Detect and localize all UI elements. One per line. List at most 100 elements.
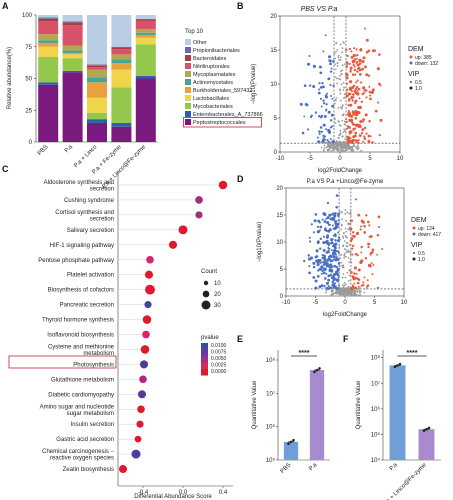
panel-d-point-ns [342,273,345,275]
panel-d-legend-down-dot [412,232,416,236]
panel-b-point-up [352,96,355,99]
panel-c-color-legend-title: pvalue [201,335,219,341]
panel-d-point-up [377,225,381,228]
panel-b-point-down [310,114,313,117]
panel-d-point-up [367,242,371,246]
panel-b-point-up [367,74,371,77]
panel-d-point-down [329,254,333,258]
panel-d-point-ns [346,236,348,239]
panel-d-point-down [334,252,337,255]
panel-b-xtick-label: 5 [368,156,372,162]
panel-b-point-ns [334,102,336,105]
panel-b-point-ns [335,140,338,142]
panel-b-point-up [348,119,351,122]
panel-d-point-down [330,242,333,245]
panel-d-point-up [372,263,375,266]
panel-d-point-ns [338,246,341,248]
panel-b-point-up [361,128,365,132]
panel-b-point-down [324,34,327,37]
panel-d-point-ns [345,292,348,295]
panel-b-point-up [360,131,364,135]
panel-d-ylabel: −log10(Pvalue) [257,222,263,263]
panel-b-xlabel: log2FoldChange [318,168,363,174]
panel-d-point-down [337,287,340,290]
panel-a-legend-swatch [185,103,191,109]
panel-d-point-up [353,266,357,270]
panel-b-point-down [322,85,325,89]
panel-d-point-down [337,212,341,216]
panel-d-point-ns [346,211,349,214]
panel-f-ytick-label: 10⁷ [371,380,380,387]
panel-b-point-ns [339,70,342,73]
panel-b-point-ns [350,149,353,152]
panel-c-pathway-label: Gastric acid secretion [56,437,114,443]
panel-a-bar-segment [111,69,132,88]
panel-c-color-legend-label: 0.0075 [211,350,227,356]
panel-b-point-ns [342,41,345,43]
panel-b-point-up [358,72,362,76]
panel-d-point-down [329,273,332,277]
panel-b-point-down [331,140,335,144]
panel-d-point-down [320,261,323,264]
panel-b-point-ns [356,148,359,151]
panel-b-legend-title: DEM [408,46,424,53]
panel-a-bar-segment [111,122,132,127]
panel-d-point-up [353,272,356,275]
panel-c-xlabel: Differential Abundance Score [134,494,212,500]
panel-b-point-down [327,77,331,81]
panel-b-point-ns [346,148,349,151]
panel-d-point-down [337,236,341,239]
panel-d-point-down [327,251,330,254]
panel-b-point-down [325,128,328,131]
panel-a-legend-label: Propionibacteriales [193,48,240,54]
panel-b-point-down [330,119,333,122]
panel-d-point-down [326,261,329,265]
panel-c-point [139,375,147,384]
panel-b-point-up [345,118,348,121]
panel-b-point-ns [352,149,355,152]
panel-b-point-down [318,130,321,133]
panel-d-point-ns [346,242,349,245]
panel-b-point-ns [344,130,346,132]
panel-d-point-ns [359,294,362,297]
panel-b-point-ns [343,63,346,66]
panel-f-ylabel: Quantitative Value [356,380,362,429]
panel-d-point-down [316,225,320,229]
panel-f-ytick-label: 10⁵ [371,431,381,438]
panel-d-point-ns [343,256,345,259]
panel-b-legend-up-dot [409,55,413,59]
panel-b-point-up [363,135,366,138]
panel-b-point-up [364,89,368,92]
panel-b-point-down [322,99,325,102]
panel-a-bar-segment [86,64,108,66]
panel-b-point-ns [338,137,340,140]
panel-d-point-down [328,228,332,232]
panel-b-point-up [349,66,353,70]
panel-d-point-ns [344,209,347,211]
panel-b-point-down [325,103,328,106]
panel-d-point-down [323,267,327,271]
panel-d-point-down [331,280,335,284]
panel-a-ytick-label: 0 [29,140,33,146]
panel-d-point-up [358,269,361,272]
panel-b-point-down [320,130,323,133]
panel-d-point-down [327,223,331,226]
panel-d-point-ns [349,211,352,213]
panel-a-bar-segment [86,97,108,113]
panel-b-point-up [345,94,349,98]
panel-d-point-ns [325,291,327,294]
panel-b-point-down [329,70,333,73]
panel-d-point-down [308,265,311,268]
panel-c-highlight-box [8,355,117,369]
panel-c-pathway-label: Salivary secretion [67,228,114,234]
panel-d-ytick-label: 0 [280,294,284,300]
panel-d-point-ns [344,255,347,258]
panel-d-point-down [327,264,331,267]
panel-b-point-up [368,90,372,94]
panel-b-point-up [353,101,357,105]
panel-d-point-up [381,248,384,251]
panel-b-point-ns [326,148,329,151]
panel-b-vip-title: VIP [408,71,420,78]
panel-d-point-up [363,231,367,234]
panel-d-point-ns [348,212,351,215]
